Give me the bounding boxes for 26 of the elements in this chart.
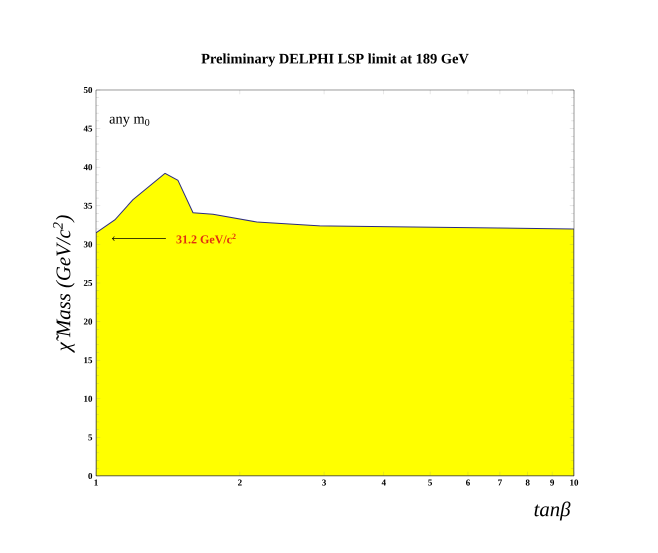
annotation: 31.2 GeV/c$^{2}$ bbox=[176, 234, 236, 244]
x-tick-label: 5 bbox=[428, 480, 432, 486]
x-tick-label: 7 bbox=[498, 480, 502, 486]
x-tick-label: 2 bbox=[238, 480, 242, 486]
x-tick-label: 8 bbox=[526, 480, 530, 486]
annotation: any m$_{0}$ bbox=[110, 116, 150, 127]
y-tick-label: 10 bbox=[84, 396, 92, 402]
y-tick-label: 15 bbox=[84, 357, 92, 364]
x-tick-label: 4 bbox=[382, 480, 386, 486]
y-axis-title: χ̃ Mass (GeV/c$^{2}$) bbox=[53, 215, 75, 353]
y-tick-label: 5 bbox=[88, 434, 92, 440]
y-tick-label: 20 bbox=[84, 318, 92, 325]
x-tick-label: 10 bbox=[570, 480, 578, 486]
chart-title: Preliminary DELPHI LSP limit at 189 GeV bbox=[201, 53, 469, 66]
y-tick-label: 25 bbox=[84, 280, 92, 286]
y-tick-label: 40 bbox=[84, 164, 92, 170]
x-tick-label: 9 bbox=[550, 480, 554, 486]
y-tick-label: 0 bbox=[88, 472, 92, 480]
x-tick-label: 3 bbox=[322, 480, 326, 486]
y-tick-label: 30 bbox=[84, 241, 92, 248]
x-axis-title: tanβ bbox=[534, 502, 570, 521]
y-tick-label: 45 bbox=[84, 126, 92, 132]
x-tick-label: 6 bbox=[466, 480, 470, 486]
y-tick-label: 35 bbox=[84, 202, 92, 209]
y-tick-label: 50 bbox=[84, 86, 92, 94]
x-tick-label: 1 bbox=[94, 480, 98, 486]
